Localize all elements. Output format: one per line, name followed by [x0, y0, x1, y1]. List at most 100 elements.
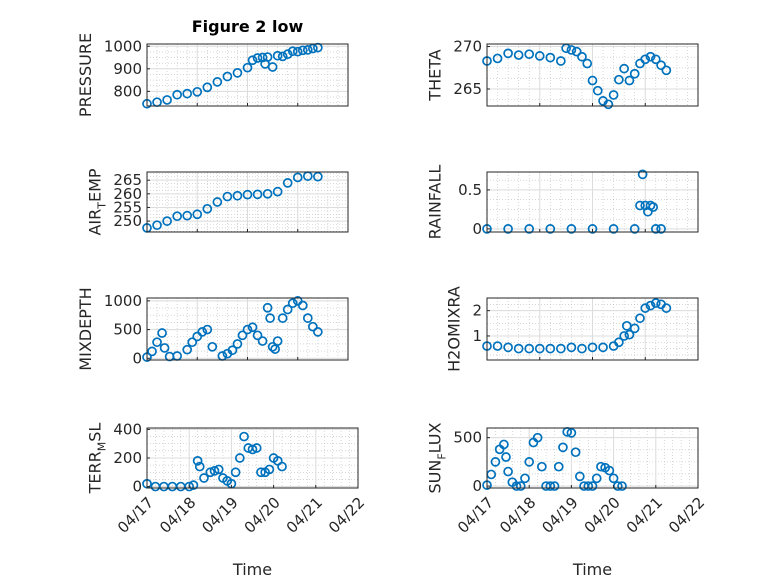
- y-tick-label: 0: [472, 477, 482, 495]
- data-point: [587, 224, 598, 234]
- x-tick-label: 04/18: [496, 494, 539, 537]
- y-axis-label-main: SUN: [426, 460, 445, 494]
- data-point: [555, 343, 566, 354]
- data-point: [545, 343, 556, 354]
- data-point: [608, 90, 619, 100]
- data-point: [187, 337, 198, 348]
- data-point: [147, 346, 157, 357]
- y-tick-label: 1000: [104, 37, 142, 55]
- y-axis-label: RAINFALL: [426, 165, 445, 240]
- data-point: [596, 461, 606, 472]
- y-tick-label: 1000: [104, 292, 142, 310]
- data-point: [192, 209, 203, 220]
- data-point: [624, 75, 635, 86]
- data-point: [232, 190, 243, 201]
- y-tick-label: 200: [113, 449, 142, 467]
- data-point: [277, 461, 287, 472]
- y-axis-label-rest: EMP: [86, 168, 105, 202]
- data-point: [608, 473, 619, 484]
- data-point: [635, 200, 645, 211]
- data-point: [524, 343, 535, 354]
- panel-theta: 265 270 THETA: [426, 38, 699, 110]
- data-point: [242, 62, 253, 73]
- data-point: [192, 456, 203, 466]
- y-axis-label-sub: F: [436, 453, 449, 459]
- data-point: [213, 464, 224, 475]
- y-tick-label: 270: [453, 38, 482, 56]
- data-point: [635, 313, 645, 324]
- data-point: [209, 466, 220, 476]
- data-point: [302, 45, 313, 55]
- data-point: [619, 63, 630, 74]
- data-point: [614, 337, 624, 348]
- data-point: [645, 51, 656, 62]
- data-point: [571, 46, 582, 57]
- data-point: [162, 216, 172, 226]
- y-tick-label: 500: [453, 429, 482, 447]
- data-point: [252, 330, 263, 341]
- y-axis-label-main: AIR: [86, 209, 105, 236]
- data-point: [492, 341, 503, 351]
- data-point: [524, 224, 535, 234]
- data-point: [545, 224, 556, 234]
- data-point: [242, 189, 253, 200]
- data-point: [648, 202, 659, 212]
- data-point: [640, 303, 651, 313]
- y-tick-label: 0: [132, 478, 142, 496]
- data-point: [503, 48, 513, 59]
- data-point: [267, 62, 278, 72]
- data-point: [637, 169, 648, 180]
- x-tick-label: 04/20: [241, 494, 284, 537]
- data-point: [650, 224, 661, 234]
- data-point: [656, 60, 666, 71]
- data-point: [232, 339, 243, 349]
- data-point: [247, 444, 258, 455]
- data-point: [182, 210, 193, 221]
- data-point: [197, 327, 208, 337]
- x-tick-label: 04/19: [198, 494, 241, 537]
- data-point: [629, 224, 640, 234]
- data-point: [603, 99, 614, 110]
- data-point: [297, 300, 308, 311]
- x-tick-label: 04/20: [581, 494, 624, 537]
- data-point: [604, 465, 615, 476]
- data-point: [587, 75, 598, 86]
- y-axis-label-main: TERR: [86, 451, 105, 494]
- data-point: [282, 49, 293, 59]
- y-tick-label: 265: [453, 80, 482, 98]
- y-tick-label: 250: [113, 212, 142, 230]
- data-point: [566, 45, 577, 55]
- y-axis-label: H2OMIXRA: [445, 286, 464, 372]
- data-point: [202, 82, 213, 93]
- data-point: [577, 51, 587, 62]
- data-point: [513, 50, 524, 60]
- data-point: [267, 341, 278, 352]
- y-tick-label: 0: [132, 349, 142, 367]
- y-axis-label: THETA: [426, 49, 445, 101]
- data-point: [212, 77, 223, 87]
- panel-h2omixra: 1 2 H2OMIXRA: [445, 286, 699, 372]
- data-point: [257, 336, 268, 346]
- data-point: [202, 324, 213, 335]
- data-point: [524, 457, 535, 467]
- data-point: [262, 52, 273, 62]
- y-axis-label: TERRMSL: [86, 423, 109, 495]
- y-tick-label: 0: [472, 220, 482, 238]
- data-point: [222, 191, 233, 202]
- data-point: [242, 324, 253, 335]
- data-point: [532, 432, 543, 443]
- y-axis-label: AIRTEMP: [86, 168, 109, 235]
- x-tick-label: 04/22: [325, 494, 368, 537]
- data-point: [661, 303, 672, 313]
- data-point: [614, 74, 624, 85]
- panel-pressure: 800 900 1000 PRESSURE Figure 2 low: [76, 17, 349, 117]
- data-point: [292, 46, 303, 57]
- data-point: [629, 323, 640, 334]
- data-point: [292, 172, 303, 183]
- x-tick-label: 04/21: [283, 494, 326, 537]
- data-point: [287, 46, 298, 57]
- data-point: [272, 186, 283, 197]
- data-point: [297, 45, 308, 56]
- data-point: [252, 189, 263, 200]
